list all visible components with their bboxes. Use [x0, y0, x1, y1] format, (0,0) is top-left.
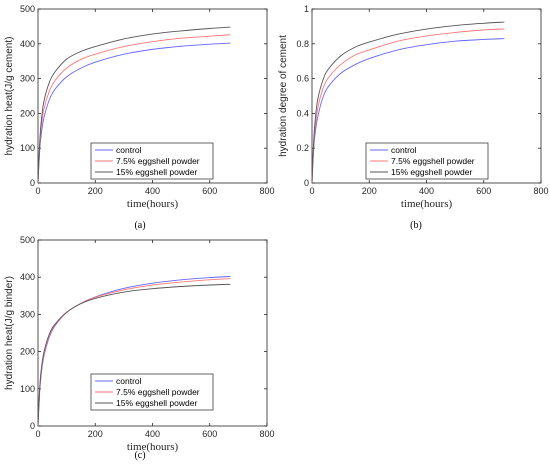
y-tick-label: 1: [304, 4, 309, 14]
legend-entry: control: [116, 376, 142, 386]
series-line-3: [37, 26, 231, 184]
x-tick-label: 800: [533, 186, 548, 196]
series-line-1: [311, 38, 505, 184]
x-tick-label: 800: [259, 186, 274, 196]
y-axis-label: hydration heat(J/g cement): [4, 37, 15, 156]
y-tick-label: 0: [30, 178, 35, 188]
x-tick-label: 0: [35, 429, 40, 439]
x-tick-label: 600: [476, 186, 491, 196]
panel-caption: (b): [410, 220, 422, 231]
legend-entry: 15% eggshell powder: [391, 167, 472, 177]
x-tick-label: 400: [145, 429, 160, 439]
series-line-1: [37, 42, 231, 184]
series-line-2: [311, 28, 505, 184]
x-tick-label: 200: [88, 186, 103, 196]
x-tick-label: 400: [419, 186, 434, 196]
legend-entry: control: [116, 145, 142, 155]
legend-entry: 15% eggshell powder: [116, 167, 197, 177]
x-tick-label: 200: [362, 186, 377, 196]
y-tick-label: 100: [20, 384, 35, 394]
y-axis-label: hydration degree of cement: [278, 35, 289, 157]
x-tick-label: 0: [35, 186, 40, 196]
panel-caption: (c): [134, 450, 145, 461]
y-tick-label: 200: [20, 347, 35, 357]
series-line-3: [311, 21, 505, 184]
legend-entry: 7.5% eggshell powder: [391, 156, 475, 166]
y-tick-label: 0.4: [296, 108, 309, 118]
y-tick-label: 0.2: [296, 143, 309, 153]
chart-panel-3: 0 200 400 600 800 0 100 200 300 400 500 control7.5%…: [4, 235, 275, 461]
x-tick-label: 600: [202, 429, 217, 439]
x-tick-label: 200: [88, 429, 103, 439]
y-tick-label: 400: [20, 39, 35, 49]
y-tick-label: 0: [30, 421, 35, 431]
x-axis-label: time(hours): [127, 441, 179, 453]
y-tick-label: 100: [20, 143, 35, 153]
x-axis-label: time(hours): [127, 198, 179, 210]
y-tick-label: 500: [20, 235, 35, 245]
legend-entry: 7.5% eggshell powder: [116, 387, 200, 397]
y-tick-label: 300: [20, 309, 35, 319]
x-tick-label: 0: [309, 186, 314, 196]
x-tick-label: 600: [202, 186, 217, 196]
x-axis-label: time(hours): [401, 198, 453, 210]
x-tick-label: 800: [259, 429, 274, 439]
x-tick-label: 400: [145, 186, 160, 196]
y-axis-label: hydration heat(J/g binder): [4, 276, 15, 390]
panel-caption: (a): [134, 220, 145, 231]
y-tick-label: 300: [20, 74, 35, 84]
y-tick-label: 0: [304, 178, 309, 188]
y-tick-label: 0.6: [296, 74, 309, 84]
y-tick-label: 0.8: [296, 39, 309, 49]
series-line-3: [37, 283, 231, 427]
chart-panel-1: 0 200 400 600 800 0 100 200 300 400 500 control7.5%…: [4, 4, 275, 231]
y-tick-label: 200: [20, 108, 35, 118]
y-tick-label: 500: [20, 4, 35, 14]
legend-entry: 15% eggshell powder: [116, 398, 197, 408]
legend-entry: 7.5% eggshell powder: [116, 156, 200, 166]
y-tick-label: 400: [20, 272, 35, 282]
legend-entry: control: [391, 145, 417, 155]
series-line-2: [37, 34, 231, 184]
